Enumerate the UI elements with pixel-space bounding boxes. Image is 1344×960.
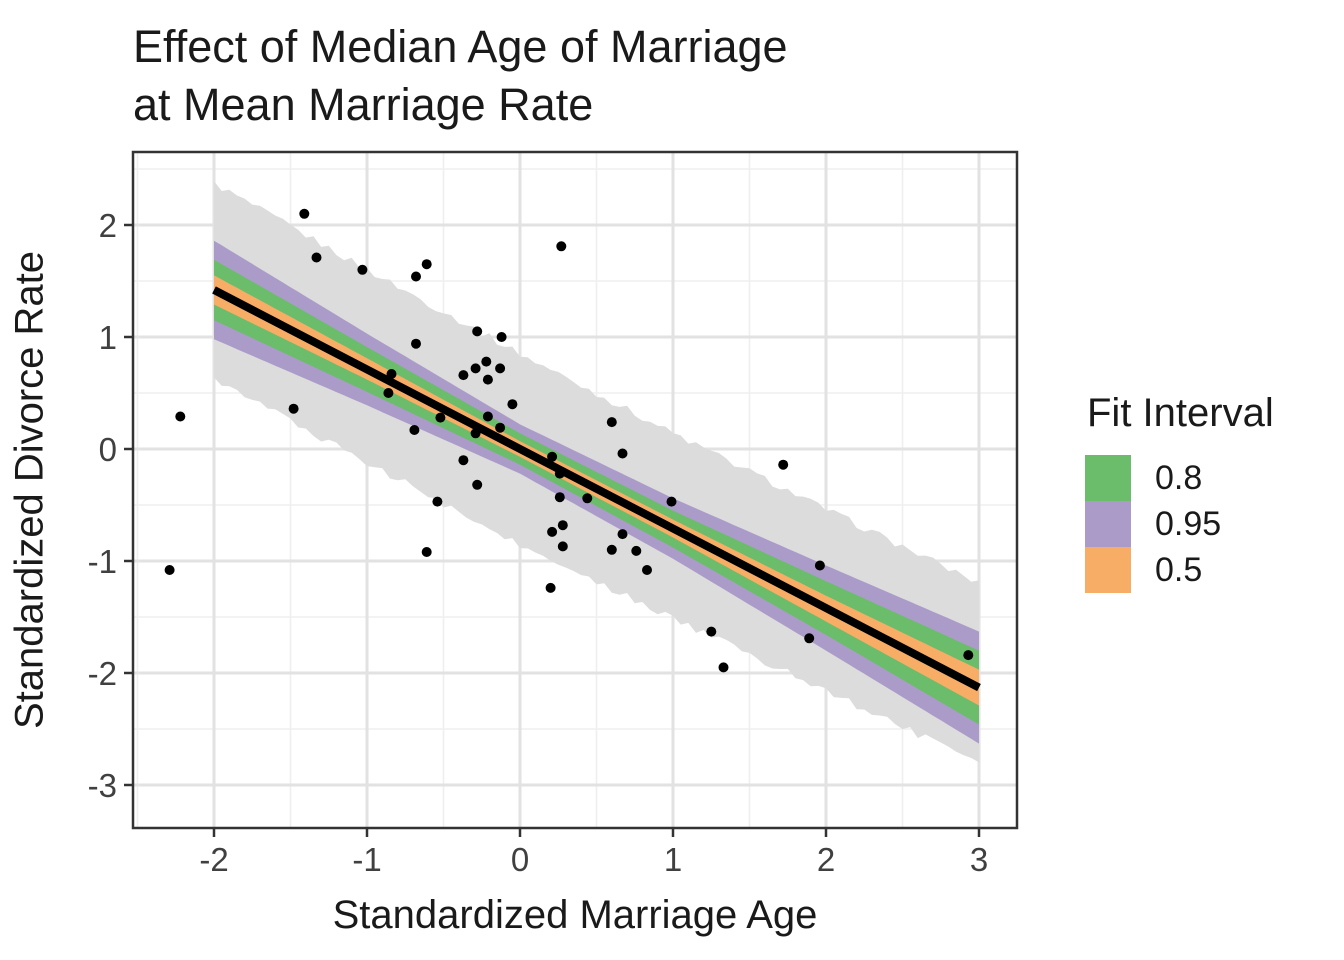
y-tick-label: 1 — [99, 319, 117, 356]
data-point — [470, 428, 481, 439]
scatter-points — [164, 208, 974, 673]
data-point — [545, 582, 556, 593]
data-point — [617, 529, 628, 540]
data-point — [718, 662, 729, 673]
data-point — [963, 650, 974, 661]
data-point — [617, 448, 628, 459]
legend-item-0.8: 0.8 — [1085, 455, 1274, 501]
x-tick-label: 0 — [511, 841, 529, 878]
legend-swatch-purple — [1085, 501, 1131, 547]
data-point — [482, 411, 493, 422]
x-tick-label: -2 — [199, 841, 228, 878]
y-tick-labels: 2 1 0 -1 -2 -3 — [88, 207, 117, 804]
legend-label-0.8: 0.8 — [1155, 458, 1203, 497]
y-tick-label: 0 — [99, 431, 117, 468]
data-point — [288, 403, 299, 414]
fit-line — [212, 286, 981, 692]
data-point — [642, 565, 652, 575]
y-tick-label: -1 — [88, 543, 117, 580]
data-point — [481, 356, 492, 367]
chart-title-line1: Effect of Median Age of Marriage — [133, 21, 788, 72]
legend-swatch-green — [1085, 455, 1131, 501]
legend-item-0.95: 0.95 — [1085, 501, 1274, 547]
data-point — [496, 332, 507, 342]
data-point — [435, 412, 446, 423]
data-point — [557, 520, 568, 531]
data-point — [666, 496, 677, 507]
legend-label-0.5: 0.5 — [1155, 550, 1203, 589]
data-point — [421, 547, 432, 557]
data-point — [383, 388, 394, 398]
y-axis-title: Standardized Divorce Rate — [7, 250, 52, 730]
data-point — [778, 459, 789, 470]
data-point — [164, 565, 175, 575]
y-tick-label: -3 — [88, 767, 117, 804]
data-point — [311, 252, 322, 263]
data-point — [409, 425, 420, 435]
data-point — [547, 526, 558, 537]
data-point — [458, 370, 469, 381]
data-point — [495, 422, 506, 433]
data-point — [556, 241, 567, 252]
data-point — [804, 633, 815, 644]
data-point — [706, 626, 717, 637]
legend-title: Fit Interval — [1087, 391, 1274, 435]
x-tick-label: 3 — [970, 841, 988, 878]
data-point — [458, 455, 469, 466]
x-tick-label: 2 — [817, 841, 835, 878]
data-point — [554, 492, 565, 503]
x-tick-labels: -2 -1 0 1 2 3 — [199, 841, 988, 878]
y-tick-label: 2 — [99, 207, 117, 244]
data-point — [557, 541, 568, 552]
data-point — [472, 479, 483, 490]
x-axis-title: Standardized Marriage Age — [332, 893, 818, 937]
legend-swatch-orange — [1085, 547, 1131, 593]
data-point — [432, 496, 443, 507]
data-point — [482, 374, 493, 385]
legend-label-0.95: 0.95 — [1155, 504, 1222, 543]
data-point — [411, 338, 421, 349]
data-point — [472, 326, 483, 337]
data-point — [554, 468, 565, 479]
panel-border — [131, 150, 1019, 830]
data-point — [386, 369, 397, 379]
data-point — [582, 493, 593, 504]
chart-title-line2: at Mean Marriage Rate — [133, 79, 594, 130]
data-point — [547, 451, 558, 462]
chart-title: Effect of Median Age of Marriage at Mean… — [133, 18, 788, 134]
data-point — [495, 363, 506, 374]
legend-item-0.5: 0.5 — [1085, 547, 1274, 593]
x-tick-label: 1 — [664, 841, 682, 878]
data-point — [421, 259, 432, 270]
data-point — [299, 208, 310, 219]
data-point — [631, 545, 642, 556]
data-point — [814, 560, 825, 571]
data-point — [175, 411, 186, 422]
legend-items: 0.8 0.95 0.5 — [1085, 455, 1274, 593]
data-point — [470, 363, 481, 374]
data-point — [606, 417, 617, 428]
legend: Fit Interval 0.8 0.95 0.5 — [1085, 390, 1274, 593]
data-point — [357, 264, 368, 275]
y-tick-label: -2 — [88, 655, 117, 692]
axis-ticks — [124, 223, 981, 837]
data-point — [606, 544, 617, 555]
data-point — [411, 271, 421, 282]
data-point — [507, 399, 518, 410]
x-tick-label: -1 — [352, 841, 381, 878]
